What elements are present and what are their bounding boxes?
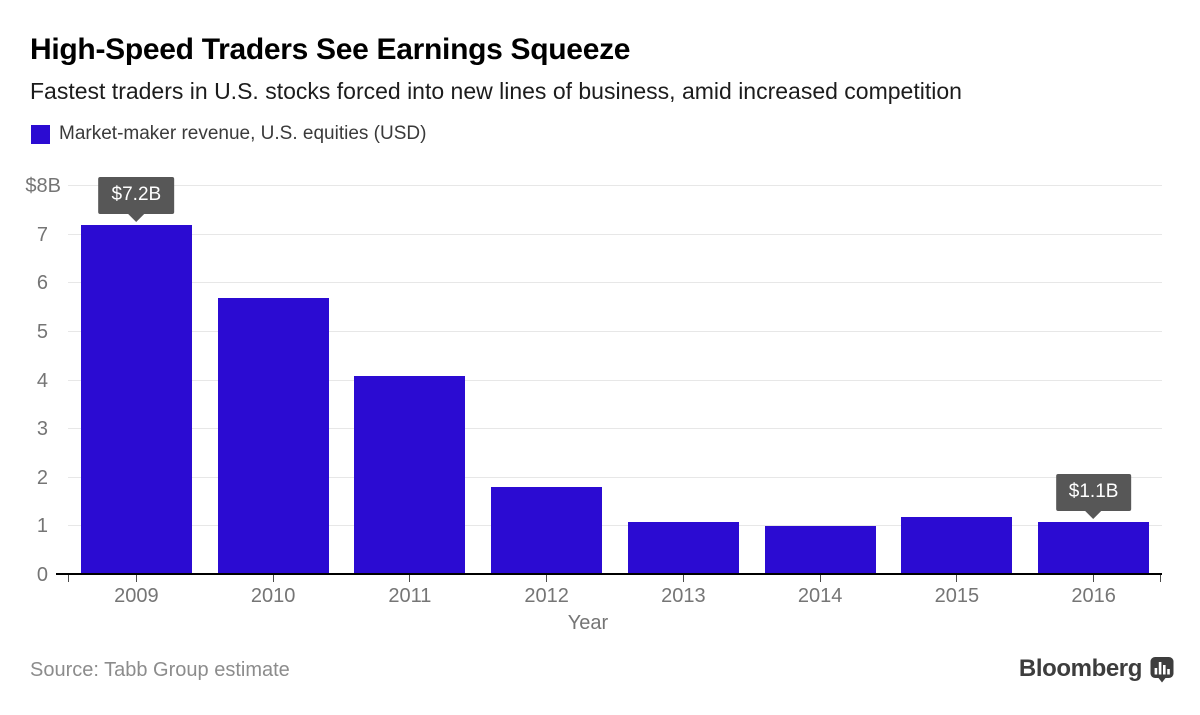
x-slot-2012: 2012 bbox=[478, 575, 615, 606]
bloomberg-logo: Bloomberg bbox=[1019, 655, 1174, 683]
gridline-8 bbox=[68, 185, 1162, 186]
x-slot-2010: 2010 bbox=[205, 575, 342, 606]
x-tick-2009 bbox=[135, 575, 137, 582]
axis-end-tick-left bbox=[68, 575, 69, 582]
x-tick-2011 bbox=[409, 575, 411, 582]
gridline-6 bbox=[68, 282, 1162, 284]
bar-slot-2015 bbox=[889, 186, 1026, 575]
bar-slot-2012 bbox=[478, 186, 615, 575]
bar-slot-2011 bbox=[342, 186, 479, 575]
x-axis: 2009 2010 2011 2012 2013 2014 2015 2016 bbox=[68, 575, 1162, 606]
legend: Market-maker revenue, U.S. equities (USD… bbox=[31, 123, 426, 145]
x-axis-title: Year bbox=[567, 612, 609, 634]
bar-2015 bbox=[901, 516, 1013, 575]
x-tick-label-2013: 2013 bbox=[661, 585, 706, 607]
x-tick-label-2015: 2015 bbox=[934, 585, 980, 607]
bar-2011 bbox=[354, 375, 466, 575]
x-slot-2014: 2014 bbox=[752, 575, 889, 606]
x-axis-line bbox=[56, 573, 1162, 575]
y-tick-label-4: 4 bbox=[36, 369, 48, 392]
bar-2010 bbox=[217, 297, 329, 575]
x-tick-label-2014: 2014 bbox=[797, 585, 843, 607]
gridline-3 bbox=[68, 428, 1162, 430]
x-tick-label-2010: 2010 bbox=[250, 585, 296, 607]
y-tick-label-5: 5 bbox=[36, 320, 48, 343]
bar-2009 bbox=[80, 224, 192, 575]
bar-2016 bbox=[1038, 521, 1150, 575]
x-tick-2010 bbox=[272, 575, 274, 582]
legend-swatch bbox=[31, 124, 50, 144]
plot-area: $7.2B $1.1B 0 1 2 3 4 5 6 7 $8B bbox=[25, 176, 1162, 585]
y-tick-label-2: 2 bbox=[36, 466, 48, 489]
source-note: Source: Tabb Group estimate bbox=[30, 659, 290, 681]
bloomberg-wordmark: Bloomberg bbox=[1018, 655, 1142, 682]
bar-2014 bbox=[764, 526, 876, 575]
x-tick-2015 bbox=[956, 575, 958, 582]
bar-slot-2016 bbox=[1025, 186, 1162, 575]
gridline-7 bbox=[68, 233, 1162, 235]
y-tick-label-7: 7 bbox=[36, 223, 48, 246]
gridline-4 bbox=[68, 379, 1162, 381]
x-slot-2015: 2015 bbox=[889, 575, 1026, 606]
bar-slot-2013 bbox=[615, 186, 752, 575]
x-tick-2016 bbox=[1093, 575, 1095, 582]
bar-2013 bbox=[627, 521, 739, 575]
value-callout-2009: $7.2B bbox=[98, 176, 175, 214]
bloomberg-chart-bubble-icon bbox=[1150, 656, 1174, 682]
chart-subtitle: Fastest traders in U.S. stocks forced in… bbox=[30, 78, 962, 104]
x-slot-2013: 2013 bbox=[615, 575, 752, 606]
gridline-5 bbox=[68, 330, 1162, 332]
y-tick-label-1: 1 bbox=[36, 515, 48, 538]
bar-series bbox=[68, 186, 1162, 575]
y-tick-label-6: 6 bbox=[36, 272, 48, 295]
x-tick-2013 bbox=[682, 575, 684, 582]
axis-end-tick-right bbox=[1160, 575, 1161, 582]
bar-slot-2009 bbox=[68, 186, 205, 575]
gridline-1 bbox=[68, 525, 1162, 527]
x-tick-2014 bbox=[819, 575, 821, 582]
bar-2012 bbox=[491, 487, 603, 575]
y-tick-label-0: 0 bbox=[36, 564, 48, 586]
y-tick-label-8: $8B bbox=[25, 175, 61, 197]
legend-label: Market-maker revenue, U.S. equities (USD… bbox=[59, 123, 427, 144]
x-tick-label-2012: 2012 bbox=[524, 585, 569, 607]
x-tick-label-2009: 2009 bbox=[114, 585, 159, 607]
x-tick-2012 bbox=[546, 575, 548, 582]
x-slot-2016: 2016 bbox=[1025, 575, 1162, 606]
bar-slot-2010 bbox=[205, 186, 342, 575]
value-callout-2016: $1.1B bbox=[1055, 473, 1132, 511]
y-tick-label-3: 3 bbox=[36, 418, 48, 441]
x-slot-2009: 2009 bbox=[68, 575, 205, 606]
bar-slot-2014 bbox=[752, 186, 889, 575]
x-slot-2011: 2011 bbox=[342, 575, 479, 606]
chart-title: High-Speed Traders See Earnings Squeeze bbox=[30, 33, 631, 66]
x-tick-label-2016: 2016 bbox=[1071, 585, 1116, 607]
gridline-2 bbox=[68, 476, 1162, 478]
x-tick-label-2011: 2011 bbox=[388, 585, 432, 607]
